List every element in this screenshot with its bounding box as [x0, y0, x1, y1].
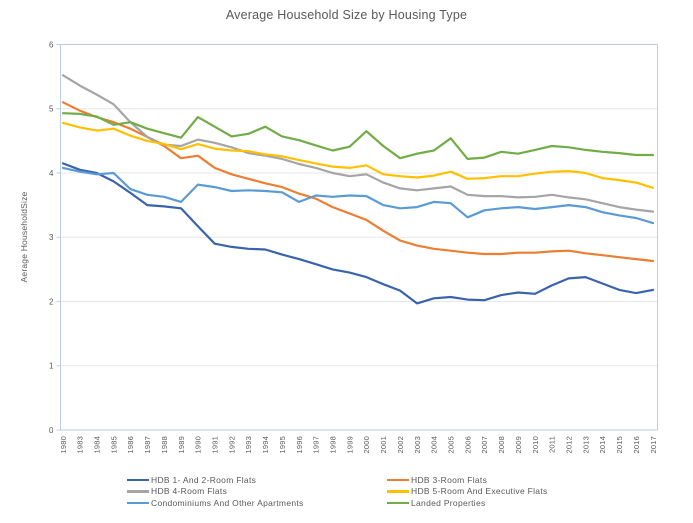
x-tick-label: 2010	[531, 436, 540, 454]
x-tick-label: 1996	[295, 436, 304, 454]
x-tick-label: 2013	[581, 436, 590, 454]
x-tick-label: 1983	[76, 436, 85, 454]
legend-line-swatch	[127, 478, 149, 481]
x-tick-label: 2006	[463, 436, 472, 454]
x-tick-label: 2008	[497, 436, 506, 454]
chart-title: Average Household Size by Housing Type	[225, 8, 468, 22]
line-chart-plot: 0 1 2 3 4 5 6 1980 1983 1984 1985 1986 1987 1988 1989…	[19, 40, 658, 454]
x-tick-label: 1989	[177, 436, 186, 454]
y-axis-title: Aerage HouseholdSize	[19, 191, 29, 282]
legend-label: HDB 3-Room Flats	[411, 474, 488, 485]
legend-label: HDB 1- And 2-Room Flats	[151, 474, 257, 485]
legend-label: Landed Properties	[411, 497, 486, 508]
legend-item-condominiums-and-other-apartments: Condominiums And Other Apartments	[127, 497, 387, 509]
series-line-landed-properties	[61, 112, 655, 160]
x-tick-label: 2016	[632, 436, 641, 454]
x-tick-label: 2007	[480, 436, 489, 454]
legend-item-hdb-3-room-flats: HDB 3-Room Flats	[387, 474, 647, 486]
x-tick-label: 1985	[109, 436, 118, 454]
x-tick-label: 2012	[565, 436, 574, 454]
x-tick-label: 2005	[447, 436, 456, 454]
x-tick-label: 1994	[261, 436, 270, 454]
series-lines	[61, 74, 655, 305]
series-line-hdb-5-room-and-executive-flats	[61, 121, 655, 189]
y-tick-label: 1	[49, 362, 54, 371]
series-line-hdb-1-and-2-room-flats	[61, 162, 655, 305]
x-tick-label: 1997	[312, 436, 321, 454]
legend-line-swatch	[387, 478, 409, 481]
x-tick-label: 1992	[227, 436, 236, 454]
y-tick-label: 2	[49, 297, 54, 306]
legend-label: HDB 4-Room Flats	[151, 486, 228, 497]
x-tick-label: 2011	[548, 436, 557, 453]
x-tick-label: 2002	[396, 436, 405, 454]
x-tick-label: 2014	[598, 436, 607, 454]
y-tick-label: 4	[49, 169, 54, 178]
gridlines	[60, 108, 658, 367]
legend-label: Condominiums And Other Apartments	[151, 497, 304, 508]
legend-item-hdb-5-room-and-executive-flats: HDB 5-Room And Executive Flats	[387, 486, 647, 498]
y-tick-label: 0	[49, 426, 54, 435]
x-tick-label: 2017	[649, 436, 658, 454]
x-tick-label: 1986	[126, 436, 135, 454]
series-line-condominiums-and-other-apartments	[61, 166, 655, 225]
legend-label: HDB 5-Room And Executive Flats	[411, 486, 548, 497]
legend-line-swatch	[127, 490, 149, 493]
series-line-hdb-4-room-flats	[61, 74, 655, 213]
x-tick-label: 1991	[211, 436, 220, 454]
x-tick-label: 1984	[93, 436, 102, 454]
y-tick-label: 6	[49, 40, 54, 49]
y-tick-label: 5	[49, 105, 54, 114]
x-tick-label: 2015	[615, 436, 624, 454]
y-axis-tick-labels: 0 1 2 3 4 5 6	[49, 40, 61, 435]
legend-line-swatch	[127, 501, 149, 504]
chart-legend: HDB 1- And 2-Room Flats HDB 3-Room Flats H…	[127, 474, 647, 509]
legend-line-swatch	[387, 501, 409, 504]
x-tick-label: 1999	[345, 436, 354, 454]
x-tick-label: 2003	[413, 436, 422, 454]
legend-item-landed-properties: Landed Properties	[387, 497, 647, 509]
legend-line-swatch	[387, 490, 409, 493]
legend-item-hdb-1-and-2-room-flats: HDB 1- And 2-Room Flats	[127, 474, 387, 486]
x-tick-label: 2000	[362, 436, 371, 454]
x-tick-label: 1995	[278, 436, 287, 454]
y-tick-label: 3	[49, 233, 54, 242]
legend-item-hdb-4-room-flats: HDB 4-Room Flats	[127, 486, 387, 498]
x-tick-label: 1980	[59, 436, 68, 454]
x-tick-label: 1993	[244, 436, 253, 454]
x-tick-label: 2004	[430, 436, 439, 454]
x-tick-label: 1988	[160, 436, 169, 454]
x-tick-label: 2009	[514, 436, 523, 454]
x-tick-label: 1990	[194, 436, 203, 454]
x-tick-label: 2001	[379, 436, 388, 454]
x-axis-tick-labels: 1980 1983 1984 1985 1986 1987 1988 1989 1990 1991…	[59, 436, 658, 454]
x-tick-label: 1998	[329, 436, 338, 454]
x-tick-label: 1987	[143, 436, 152, 454]
